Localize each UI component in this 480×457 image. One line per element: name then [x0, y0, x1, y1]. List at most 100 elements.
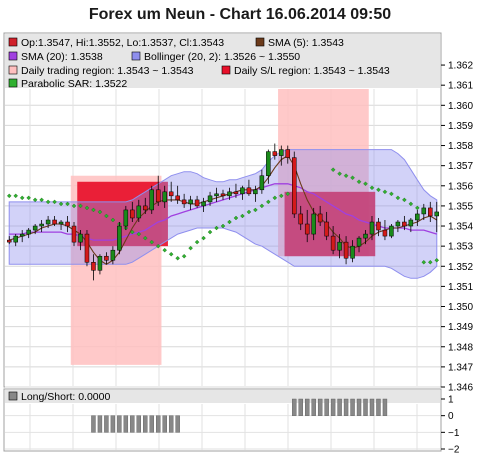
long-short-bar	[162, 415, 167, 433]
candle-body	[175, 195, 180, 201]
candle-body	[382, 229, 388, 237]
legend-daily-range: Daily trading region: 1.3543 ~ 1.3543	[8, 65, 194, 77]
psar-dot	[395, 195, 401, 201]
psar-dot	[285, 191, 291, 197]
candle-body	[84, 233, 90, 263]
candle-body	[408, 219, 414, 227]
candle-body	[402, 221, 407, 227]
psar-dot	[13, 193, 18, 199]
candle-body	[97, 255, 103, 271]
psar-dot	[402, 197, 407, 203]
candle-body	[259, 175, 265, 191]
candle-body	[91, 261, 96, 271]
legend-daily-sl-swatch	[221, 65, 231, 75]
candle-body	[434, 211, 440, 217]
psar-dot	[19, 195, 25, 201]
psar-dot	[91, 207, 96, 213]
ls-legend-swatch	[8, 391, 18, 401]
psar-dot	[337, 171, 342, 176]
legend-sma20: SMA (20): 1.3538	[8, 51, 103, 63]
y-tick-label: 1.358	[448, 141, 473, 152]
psar-dot	[356, 179, 362, 185]
candle-body	[78, 233, 83, 243]
psar-dot	[188, 245, 193, 251]
y-tick-label: 1.360	[448, 101, 473, 112]
long-short-bar	[337, 398, 342, 416]
legend-daily-range-swatch	[8, 65, 18, 75]
psar-dot	[227, 219, 232, 225]
psar-dot	[389, 191, 394, 197]
psar-dot	[266, 199, 271, 205]
candle-body	[168, 191, 174, 197]
candle-body	[58, 221, 64, 225]
long-short-bar	[149, 415, 154, 433]
long-short-bar	[292, 398, 297, 416]
long-short-bar	[136, 415, 141, 433]
legend-bollinger-swatch	[131, 51, 141, 61]
bollinger-area	[8, 149, 438, 279]
candle-body	[324, 221, 329, 237]
long-short-bar	[311, 398, 316, 416]
candle-body	[45, 219, 51, 225]
long-short-bar	[317, 398, 323, 416]
y-tick-label: 1.349	[448, 322, 473, 333]
psar-dot	[149, 239, 155, 245]
long-short-bar	[175, 415, 180, 433]
psar-dot	[428, 259, 433, 265]
psar-dot	[181, 253, 187, 259]
psar-dot	[330, 167, 336, 172]
legend-ohlc-label: Op:1.3547, Hi:1.3552, Lo:1.3537, Cl:1.35…	[21, 37, 224, 49]
candle-body	[6, 239, 12, 243]
psar-dot	[376, 187, 381, 193]
long-short-bar	[104, 415, 109, 433]
legend-sma5-label: SMA (5): 1.3543	[268, 37, 344, 49]
ls-y-tick-label: −2	[448, 445, 460, 456]
candle-body	[194, 199, 200, 207]
long-short-bar	[97, 415, 103, 433]
legend-sma20-swatch	[8, 51, 18, 61]
ls-legend-label: Long/Short: 0.0000	[21, 391, 110, 403]
y-tick-label: 1.353	[448, 242, 473, 253]
ls-y-tick-label: 0	[448, 411, 454, 422]
candle-body	[110, 249, 116, 261]
psar-dot	[136, 231, 142, 237]
ls-y-axis: 1 0 −1 −2	[441, 395, 460, 456]
y-tick-label: 1.356	[448, 181, 473, 192]
long-short-bar	[356, 398, 362, 416]
psar-dot	[65, 201, 70, 207]
long-short-bar	[110, 415, 116, 433]
psar-dot	[246, 209, 252, 215]
candle-body	[201, 201, 206, 207]
candle-body	[233, 191, 239, 195]
candle-body	[304, 223, 310, 235]
chart-title: Forex um Neun - Chart 16.06.2014 09:50	[89, 6, 391, 23]
legend-sma5-swatch	[255, 37, 265, 47]
long-short-bar	[168, 415, 174, 433]
candle-body	[350, 245, 355, 259]
psar-dot	[110, 217, 116, 223]
long-short-bar	[330, 398, 336, 416]
long-short-bar	[298, 398, 303, 416]
candle-body	[65, 221, 70, 227]
psar-dot	[415, 205, 420, 211]
psar-dot	[52, 199, 57, 205]
candle-body	[369, 221, 375, 235]
legend-psar: Parabolic SAR: 1.3522	[8, 78, 127, 90]
psar-dot	[382, 189, 388, 195]
psar-dot	[363, 181, 368, 187]
main-y-axis: 1.346 1.347 1.348 1.349 1.350 1.351 1.352 1.353…	[441, 61, 473, 394]
candle-body	[13, 235, 18, 243]
psar-dot	[71, 203, 77, 209]
candle-body	[207, 195, 213, 203]
candle-body	[26, 229, 31, 235]
long-short-bar	[130, 415, 135, 433]
legend-daily-sl-label: Daily S/L region: 1.3543 ~ 1.3543	[234, 65, 390, 77]
candle-body	[389, 225, 394, 237]
y-tick-label: 1.361	[448, 81, 473, 92]
candle-body	[71, 225, 77, 243]
psar-dot	[130, 229, 135, 235]
candle-body	[214, 193, 219, 197]
candle-body	[162, 191, 167, 203]
psar-dot	[240, 213, 245, 219]
